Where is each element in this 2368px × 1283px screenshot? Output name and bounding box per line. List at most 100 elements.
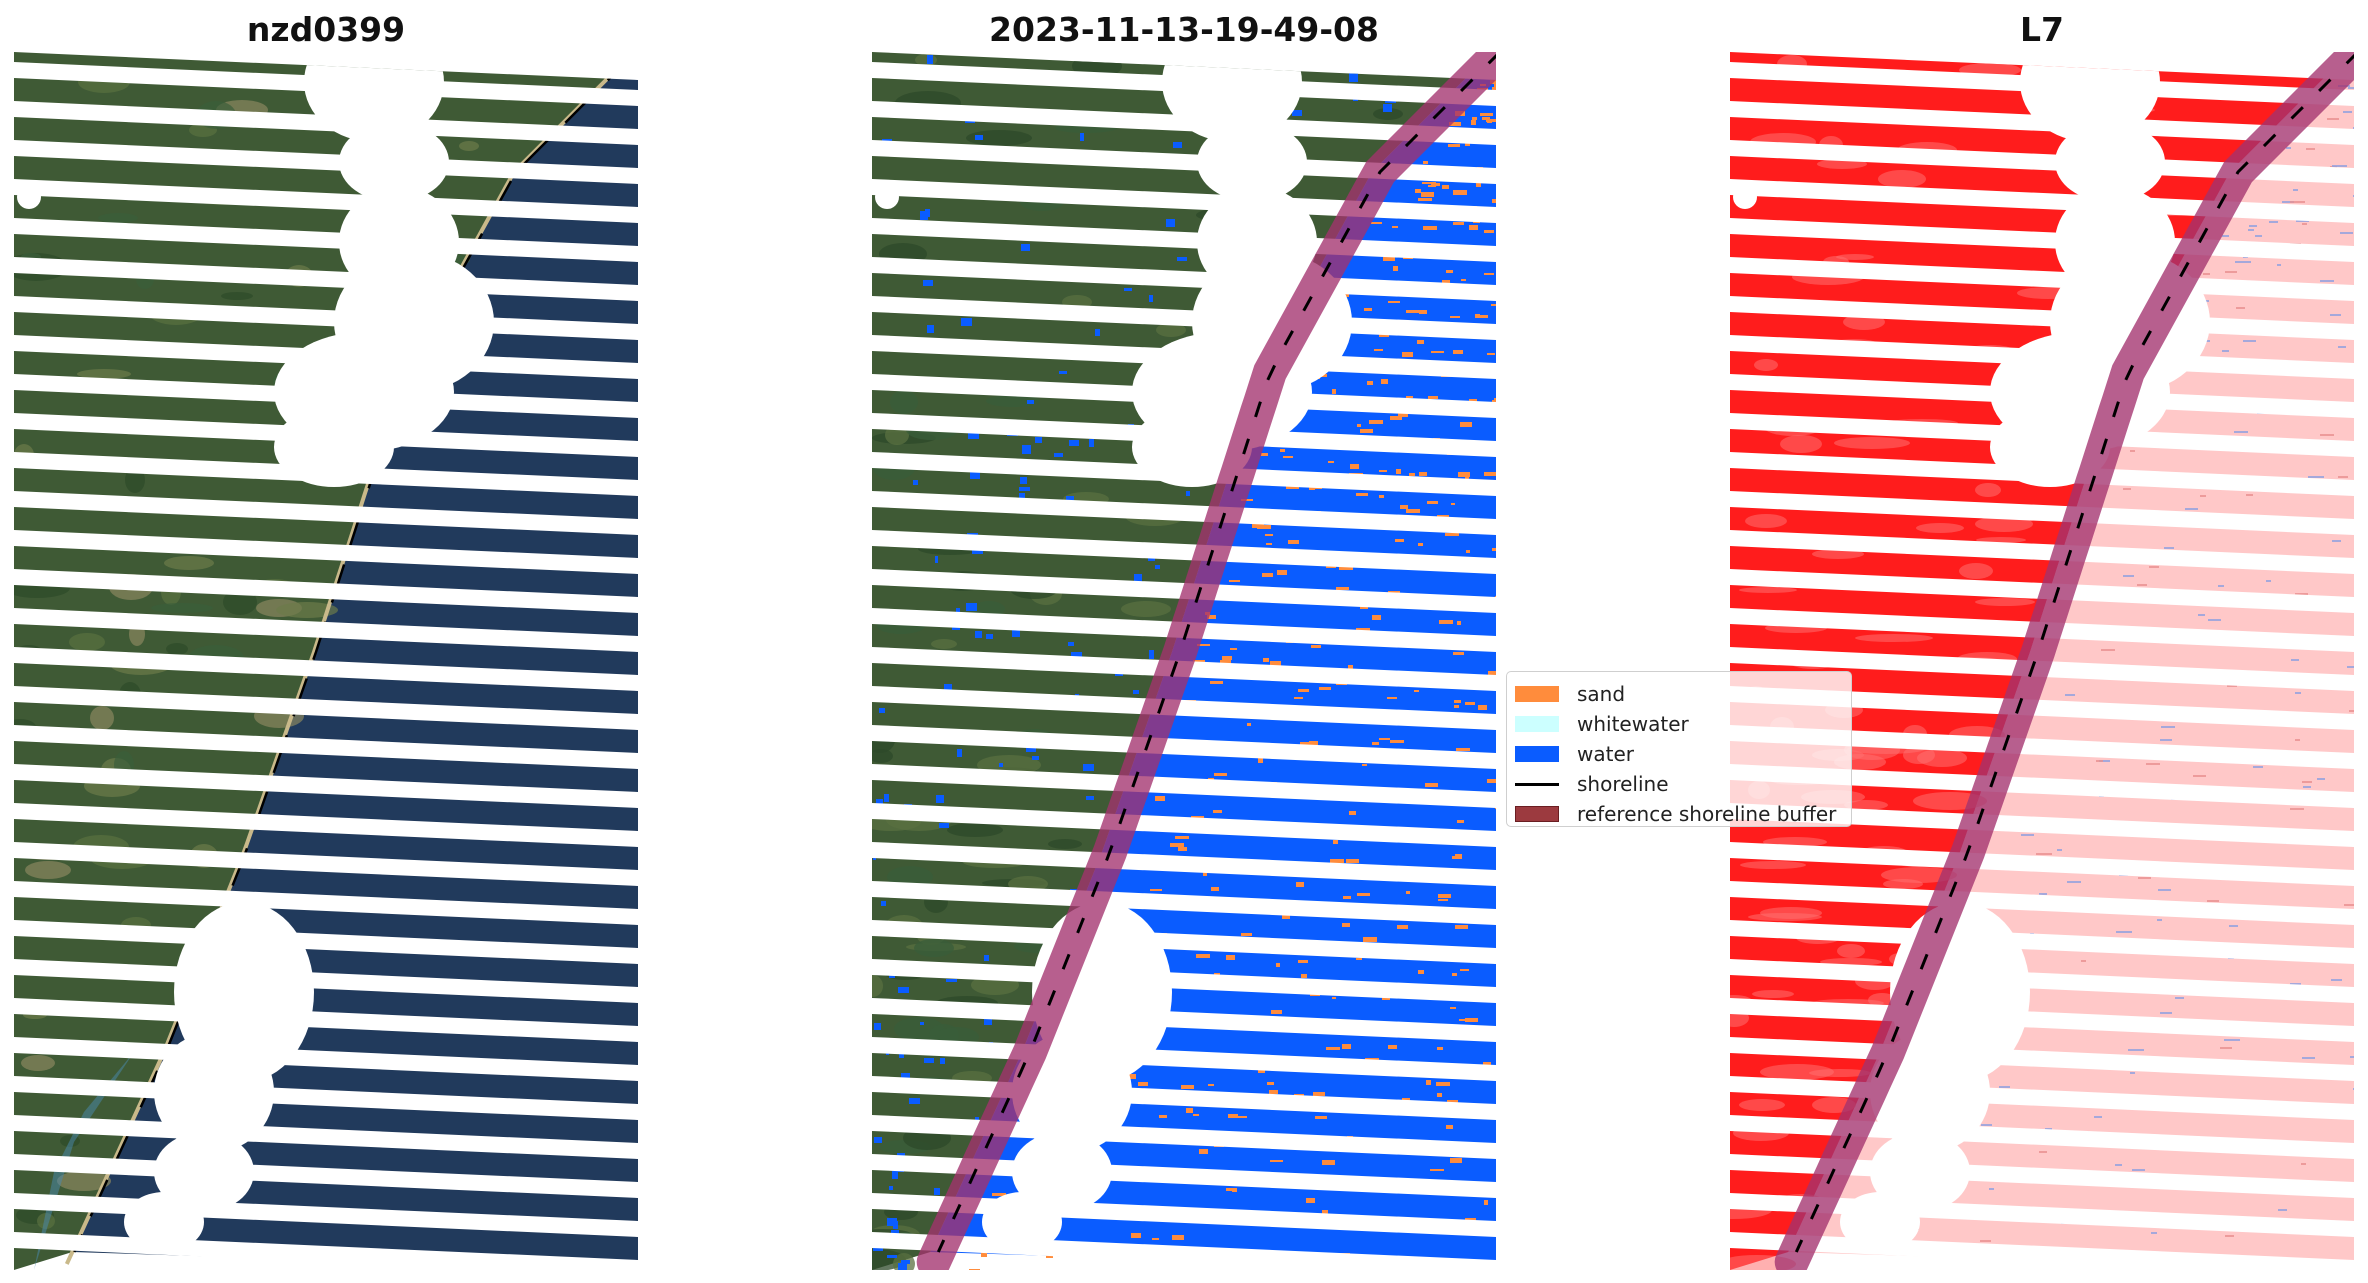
sand-pixel bbox=[1419, 472, 1427, 476]
inland-water-pixel bbox=[884, 794, 889, 802]
sand-pixel bbox=[1322, 1210, 1328, 1214]
scan-line-gap bbox=[1730, 764, 2354, 808]
sand-pixel bbox=[1418, 970, 1424, 974]
scan-line-gap bbox=[14, 1076, 638, 1120]
index-texture bbox=[1752, 990, 1794, 998]
sand-pixel bbox=[1193, 1114, 1199, 1116]
scan-line-gap bbox=[872, 452, 1496, 496]
index-texture bbox=[1916, 523, 1964, 533]
index-water-texture bbox=[2266, 580, 2271, 582]
scan-line-gap bbox=[14, 530, 638, 574]
scan-line-gap bbox=[14, 140, 638, 184]
sand-pixel bbox=[1342, 1044, 1351, 1049]
scan-line-gap bbox=[14, 101, 638, 145]
scan-line-gap bbox=[872, 842, 1496, 886]
index-water-texture bbox=[2308, 476, 2324, 478]
scan-line-gap bbox=[872, 959, 1496, 1003]
sand-pixel bbox=[1446, 1125, 1453, 1129]
sand-pixel bbox=[1383, 257, 1395, 261]
sand-pixel bbox=[1484, 230, 1494, 233]
scan-line-gap bbox=[872, 764, 1496, 808]
sand-pixel bbox=[1381, 379, 1388, 384]
index-water-texture bbox=[2036, 853, 2052, 855]
sand-pixel bbox=[1365, 1058, 1379, 1060]
scan-line-gap bbox=[872, 1154, 1496, 1198]
reference-shoreline-buffer bbox=[1774, 52, 2354, 1270]
index-texture bbox=[1881, 867, 1957, 883]
index-water-texture bbox=[1980, 1240, 1991, 1242]
sand-pixel bbox=[1155, 796, 1165, 801]
sand-pixel bbox=[1356, 493, 1368, 496]
index-water-texture bbox=[2116, 931, 2132, 933]
sand-pixel bbox=[1452, 856, 1462, 859]
sand-pixel bbox=[1450, 1007, 1456, 1009]
index-texture bbox=[1754, 359, 1778, 371]
inland-water-pixel bbox=[876, 799, 883, 805]
inland-water-pixel bbox=[1032, 756, 1039, 760]
index-water-texture bbox=[2301, 1163, 2306, 1165]
sand-pixel bbox=[1393, 266, 1398, 271]
sand-pixel bbox=[1453, 350, 1463, 354]
index-water-texture bbox=[2331, 979, 2342, 981]
inland-water-pixel bbox=[1086, 796, 1094, 800]
sand-pixel bbox=[1208, 1084, 1214, 1086]
inland-water-pixel bbox=[1166, 219, 1175, 227]
sand-pixel bbox=[1453, 222, 1464, 225]
sand-pixel bbox=[1306, 1198, 1315, 1203]
inland-water-pixel bbox=[927, 55, 933, 64]
sand-pixel bbox=[1415, 189, 1421, 193]
inland-water-pixel bbox=[1292, 110, 1302, 116]
sand-pixel bbox=[1483, 1062, 1491, 1066]
index-water-texture bbox=[2045, 1128, 2052, 1130]
index-water-texture bbox=[2306, 148, 2315, 150]
scan-line-gap bbox=[14, 1154, 638, 1198]
index-water-texture bbox=[2353, 127, 2354, 129]
index-water-texture bbox=[2132, 1169, 2145, 1171]
sand-pixel bbox=[1269, 1090, 1278, 1094]
sand-pixel bbox=[1486, 119, 1496, 122]
sand-pixel bbox=[1494, 83, 1496, 87]
sand-pixel bbox=[1286, 485, 1299, 489]
scan-line-gap bbox=[14, 413, 638, 457]
legend-label-shoreline: shoreline bbox=[1577, 772, 1669, 796]
sand-pixel bbox=[1446, 270, 1453, 273]
index-water-texture bbox=[2160, 1012, 2172, 1014]
sand-pixel bbox=[1372, 742, 1379, 745]
scan-line-gap bbox=[872, 335, 1496, 379]
sand-pixel bbox=[1484, 472, 1496, 476]
sand-pixel bbox=[992, 1193, 1006, 1196]
sand-pixel bbox=[1406, 509, 1420, 513]
sand-pixel bbox=[1364, 308, 1372, 311]
sand-pixel bbox=[1332, 997, 1336, 999]
terrain-patch bbox=[986, 395, 1040, 407]
sand-pixel bbox=[1319, 687, 1331, 690]
inland-water-pixel bbox=[935, 556, 938, 563]
inland-water-pixel bbox=[913, 480, 918, 485]
inland-water-pixel bbox=[920, 211, 928, 220]
sand-pixel bbox=[1423, 226, 1437, 230]
sand-pixel bbox=[1430, 1169, 1444, 1171]
index-water-texture bbox=[2099, 760, 2110, 762]
inland-water-pixel bbox=[1083, 764, 1094, 771]
index-texture bbox=[1976, 537, 2026, 543]
terrain-patch bbox=[872, 1249, 906, 1270]
index-water-texture bbox=[2290, 983, 2301, 985]
sand-pixel bbox=[1466, 550, 1470, 553]
scan-line-gap bbox=[14, 569, 638, 613]
index-water-texture bbox=[2353, 195, 2354, 197]
inland-water-pixel bbox=[873, 1247, 883, 1251]
scan-line-gap bbox=[1730, 491, 2354, 535]
inland-water-pixel bbox=[1133, 690, 1139, 694]
index-water-texture bbox=[2343, 111, 2352, 113]
sand-pixel bbox=[1447, 1100, 1458, 1103]
sand-pixel bbox=[1414, 690, 1419, 692]
legend-swatch-water bbox=[1515, 746, 1559, 762]
inland-water-pixel bbox=[1124, 288, 1132, 291]
inland-water-pixel bbox=[1089, 439, 1094, 447]
sand-pixel bbox=[1419, 310, 1427, 314]
sand-pixel bbox=[1369, 420, 1383, 424]
index-texture bbox=[1878, 170, 1926, 188]
index-texture bbox=[1780, 435, 1822, 453]
legend: sand whitewater water shoreline referenc… bbox=[1506, 671, 1852, 827]
scan-line-gap bbox=[872, 413, 1496, 457]
